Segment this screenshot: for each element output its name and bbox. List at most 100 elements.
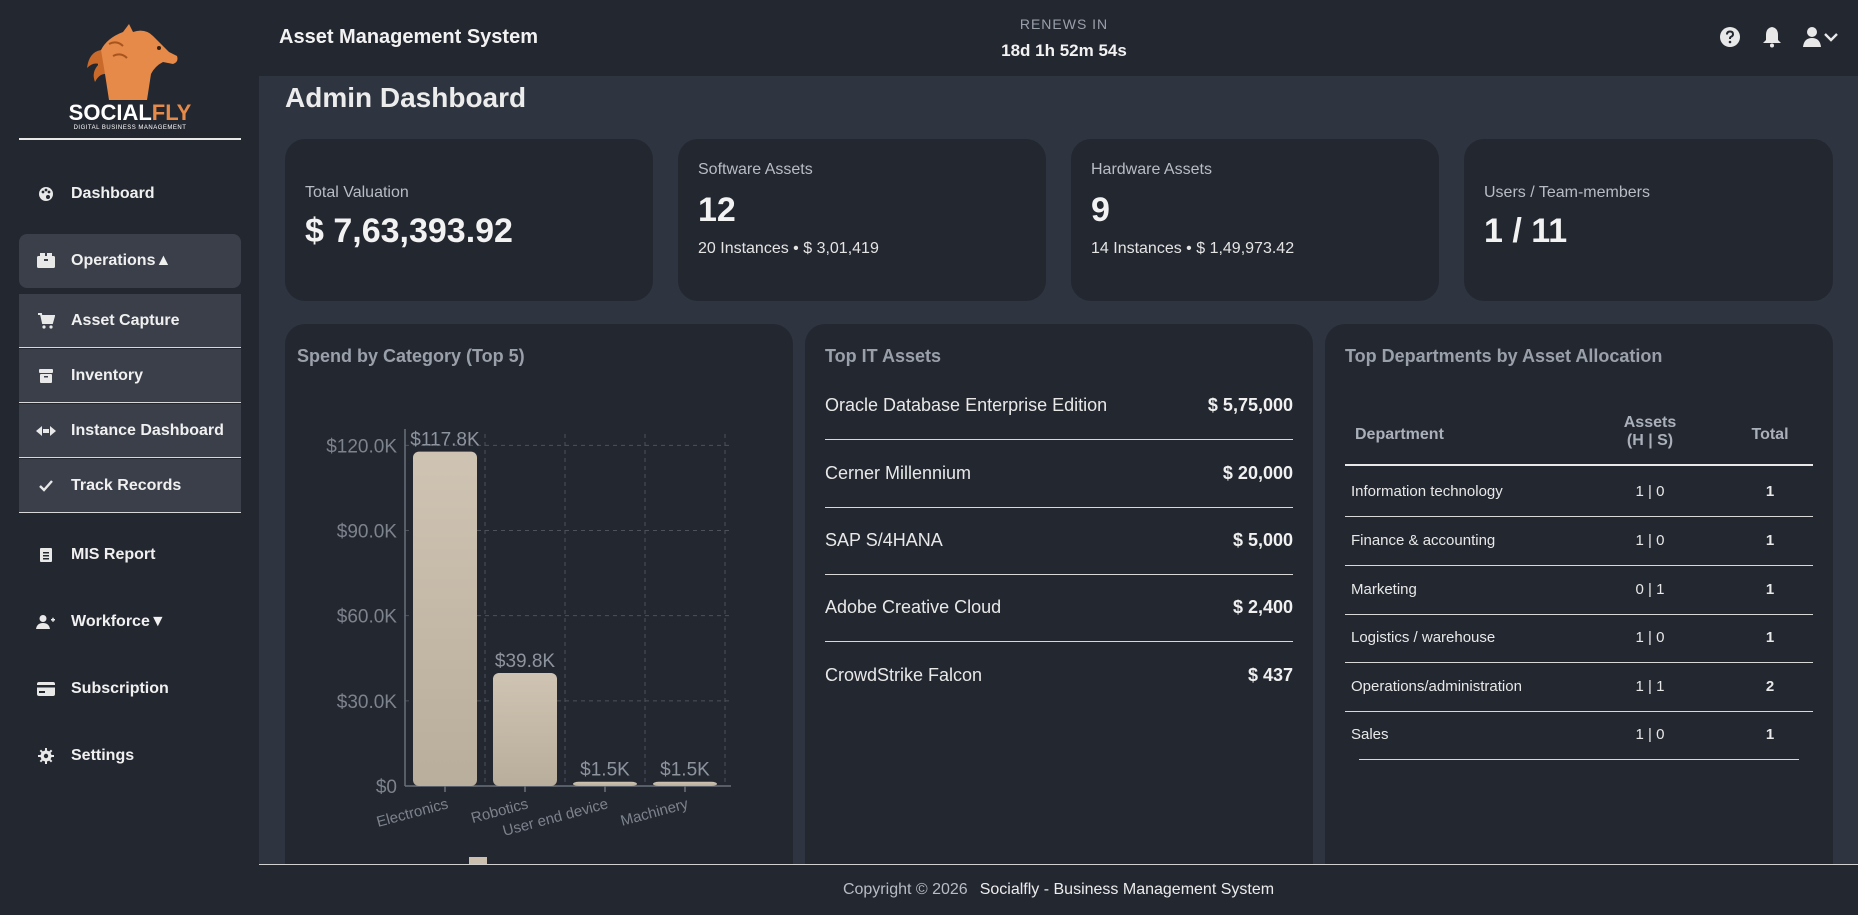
sidebar-item-workforce[interactable]: Workforce▼: [19, 595, 241, 649]
archive-icon: [27, 368, 65, 384]
asset-value: $ 20,000: [1222, 463, 1293, 483]
help-icon[interactable]: [1719, 26, 1741, 48]
table-row: Operations/administration 1 | 1 2: [1345, 663, 1813, 712]
sidebar-item-dashboard[interactable]: Dashboard: [19, 167, 241, 221]
department-total: 1: [1765, 483, 1775, 500]
gear-icon: [27, 748, 65, 764]
user-plus-icon: [27, 614, 65, 630]
copyright-text: Copyright © 2026: [842, 881, 968, 898]
y-tick-label: $120.0K: [326, 436, 397, 457]
horse-logo-icon: [87, 24, 178, 100]
y-tick-label: $0: [376, 777, 397, 798]
bell-icon[interactable]: [1762, 26, 1782, 48]
asset-name: CrowdStrike Falcon: [825, 664, 983, 685]
sidebar-item-label: MIS Report: [71, 546, 156, 563]
department-assets: 0 | 1: [1635, 581, 1665, 598]
department-name: Marketing: [1351, 581, 1417, 598]
stat-card-users: Users / Team-members 1 / 11: [1464, 139, 1833, 301]
stat-label: Software Assets: [698, 161, 813, 178]
sidebar-item-asset-capture[interactable]: Asset Capture: [19, 294, 241, 348]
department-name: Finance & accounting: [1351, 532, 1496, 549]
department-assets: 1 | 0: [1635, 532, 1665, 549]
y-tick-label: $60.0K: [337, 607, 398, 628]
app-title: Asset Management System: [279, 26, 538, 48]
stat-value: 9: [1091, 191, 1110, 229]
department-name: Sales: [1351, 726, 1389, 743]
panel-title: Top IT Assets: [825, 346, 942, 366]
bar-electronics: [413, 451, 477, 786]
stat-card-hardware: Hardware Assets 9 14 Instances • $ 1,49,…: [1071, 139, 1439, 301]
table-row: Sales 1 | 0 1: [1351, 711, 1799, 760]
stat-value: 12: [698, 191, 736, 229]
sidebar-item-settings[interactable]: Settings: [19, 729, 241, 783]
spend-chart-panel: Spend by Category (Top 5) $0 $30.0K $60.0K…: [285, 324, 793, 884]
bar-machinery: [653, 781, 717, 786]
asset-row[interactable]: Cerner Millennium $ 20,000: [825, 440, 1293, 508]
asset-value: $ 2,400: [1232, 597, 1293, 617]
sidebar-item-inventory[interactable]: Inventory: [19, 349, 241, 403]
y-tick-label: $90.0K: [337, 522, 398, 543]
page-title: Admin Dashboard: [285, 82, 527, 113]
cart-icon: [27, 312, 65, 329]
department-assets: 1 | 0: [1635, 629, 1665, 646]
x-tick-label: Machinery: [619, 795, 691, 829]
check-icon: [27, 479, 65, 493]
data-label: $117.8K: [410, 430, 480, 451]
sidebar-item-subscription[interactable]: Subscription: [19, 662, 241, 716]
asset-name: Oracle Database Enterprise Edition: [825, 395, 1108, 415]
renew-countdown: 18d 1h 52m 54s: [1001, 41, 1127, 60]
department-assets: 1 | 0: [1635, 483, 1665, 500]
x-tick-label: Electronics: [375, 795, 450, 830]
stat-card-software: Software Assets 12 20 Instances • $ 3,01…: [678, 139, 1046, 301]
stat-value: $ 7,63,393.92: [305, 212, 513, 250]
asset-row[interactable]: Oracle Database Enterprise Edition $ 5,7…: [825, 372, 1293, 440]
asset-name: SAP S/4HANA: [825, 530, 943, 550]
table-row: Information technology 1 | 0 1: [1345, 468, 1813, 517]
top-departments-panel: Top Departments by Asset Allocation Depa…: [1325, 324, 1833, 884]
user-menu-icon[interactable]: [1803, 26, 1839, 48]
panel-title: Top Departments by Asset Allocation: [1345, 346, 1663, 366]
table-row: Logistics / warehouse 1 | 0 1: [1345, 614, 1813, 663]
palette-icon: [27, 186, 65, 202]
top-header: Asset Management System RENEWS IN 18d 1h…: [259, 0, 1858, 76]
sidebar: SOCIALFLY DIGITAL BUSINESS MANAGEMENT Da…: [0, 0, 259, 915]
sidebar-item-label: Workforce▼: [71, 613, 166, 630]
renew-label: RENEWS IN: [1019, 16, 1109, 32]
department-total: 1: [1765, 629, 1775, 646]
brand-tagline: DIGITAL BUSINESS MANAGEMENT: [73, 125, 187, 131]
stat-label: Hardware Assets: [1091, 161, 1212, 178]
stat-label: Users / Team-members: [1484, 184, 1650, 201]
departments-table-header: Department Assets (H | S) Total: [1345, 404, 1813, 466]
sidebar-item-label: Inventory: [71, 366, 144, 384]
sidebar-item-instance-dashboard[interactable]: Instance Dashboard: [19, 404, 241, 458]
brand-name: SOCIALFLY: [68, 100, 192, 125]
credit-card-icon: [27, 682, 65, 696]
top-it-assets-panel: Top IT Assets Oracle Database Enterprise…: [805, 324, 1313, 884]
asset-value: $ 5,000: [1232, 530, 1293, 550]
stat-subtext: 20 Instances • $ 3,01,419: [698, 240, 879, 257]
data-label: $1.5K: [660, 760, 710, 781]
boxes-icon: [27, 253, 65, 269]
sidebar-item-track-records[interactable]: Track Records: [19, 459, 241, 513]
sidebar-item-mis-report[interactable]: MIS Report: [19, 528, 241, 582]
department-name: Information technology: [1351, 483, 1503, 500]
arrows-icon: [27, 424, 65, 438]
sidebar-item-label: Asset Capture: [71, 311, 180, 329]
column-header-total: Total: [1751, 426, 1789, 443]
sidebar-item-operations[interactable]: Operations▲: [19, 234, 241, 288]
asset-row[interactable]: Adobe Creative Cloud $ 2,400: [825, 574, 1293, 642]
sidebar-item-label: Track Records: [71, 476, 182, 494]
sidebar-item-label: Settings: [71, 747, 135, 764]
table-row: Marketing 0 | 1 1: [1345, 566, 1813, 615]
data-label: $39.8K: [495, 651, 556, 672]
department-assets: 1 | 1: [1635, 678, 1665, 695]
asset-row[interactable]: SAP S/4HANA $ 5,000: [825, 507, 1293, 575]
asset-row[interactable]: CrowdStrike Falcon $ 437: [825, 641, 1293, 709]
asset-value: $ 5,75,000: [1207, 395, 1293, 415]
stat-value: 1 / 11: [1484, 212, 1568, 250]
stat-label: Total Valuation: [305, 184, 409, 201]
brand-logo[interactable]: SOCIALFLY DIGITAL BUSINESS MANAGEMENT: [19, 18, 241, 140]
stat-card-valuation: Total Valuation $ 7,63,393.92: [285, 139, 653, 301]
table-row: Finance & accounting 1 | 0 1: [1345, 517, 1813, 566]
asset-value: $ 437: [1247, 664, 1293, 685]
